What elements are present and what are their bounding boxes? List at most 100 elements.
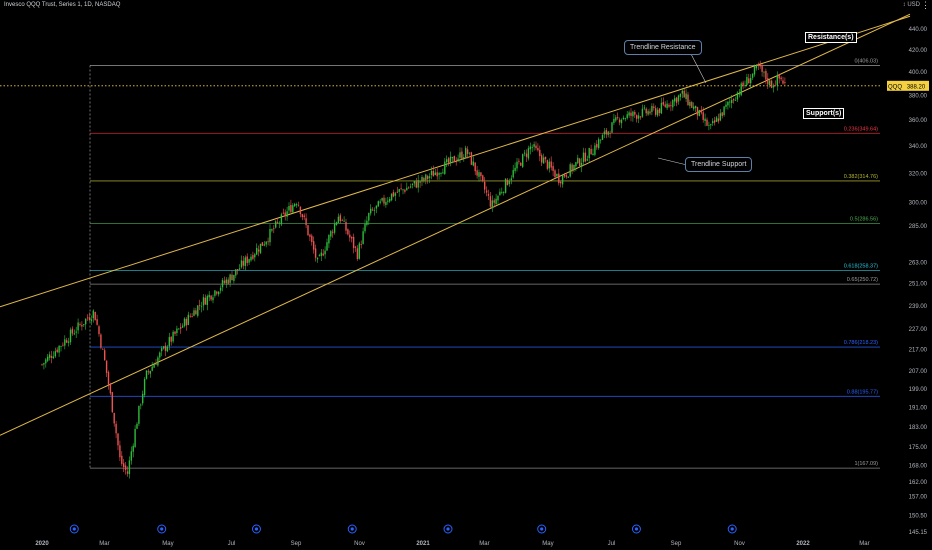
candle-body [495, 198, 497, 205]
x-tick-label: 2020 [35, 541, 49, 547]
candle-body [172, 331, 174, 342]
candle-body [784, 81, 786, 83]
candle-body [52, 356, 55, 359]
resistance-label: Resistance(s) [805, 32, 857, 43]
event-marker-dot [446, 527, 450, 531]
candle-body [362, 231, 364, 244]
y-tick-label: 227.00 [909, 327, 928, 333]
candle-body [470, 152, 473, 165]
time-axis: 2020 Mar May Jul Sep Nov 2021 Mar May Jul Sep Nov 20… [35, 541, 869, 547]
candle-body [233, 274, 235, 281]
candle-body [381, 198, 383, 201]
candle-body [66, 340, 68, 343]
candle-body [746, 77, 748, 86]
candle-body [368, 213, 370, 221]
candle-body [242, 260, 245, 266]
candle-body [427, 176, 429, 180]
candle-body [330, 231, 332, 237]
candle-body [432, 170, 435, 177]
trendline-resistance-callout: Trendline Resistance [624, 40, 702, 55]
candle-body [531, 147, 533, 148]
candle-body [195, 310, 197, 315]
candle-body [100, 334, 102, 348]
candle-body [689, 101, 691, 106]
candle-body [276, 222, 279, 223]
candle-body [438, 172, 440, 175]
candle-body [577, 157, 579, 164]
candle-body [295, 204, 298, 206]
event-marker-icon [727, 524, 737, 534]
candle-body [387, 200, 389, 202]
candle-body [501, 192, 503, 194]
fib-label: 0.5(286.56) [850, 216, 878, 222]
candle-body [776, 75, 778, 86]
y-tick-label: 320.00 [909, 171, 928, 177]
candle-body [579, 158, 581, 167]
candle-body [225, 279, 227, 284]
candle-body [168, 337, 170, 347]
candle-body [390, 193, 393, 201]
candle-body [45, 359, 47, 364]
candle-body [449, 156, 452, 164]
candle-body [58, 345, 60, 353]
candle-body [732, 99, 735, 101]
fib-label: 0.88(195.77) [847, 389, 878, 395]
candle-body [518, 160, 520, 162]
candle-body [535, 145, 537, 149]
candle-body [81, 324, 83, 327]
x-tick-label: Sep [671, 541, 682, 547]
candle-body [748, 78, 750, 84]
candle-body [615, 117, 617, 121]
candle-body [208, 294, 210, 298]
candle-body [43, 363, 45, 365]
candle-body [73, 333, 75, 335]
candle-body [685, 93, 687, 100]
candle-body [48, 354, 51, 358]
candle-body [738, 93, 740, 95]
candle-body [149, 370, 151, 374]
candle-body [297, 205, 300, 207]
candle-body [609, 133, 611, 134]
candle-body [529, 146, 531, 150]
candle-body [305, 218, 307, 226]
candle-body [257, 249, 260, 252]
candle-body [335, 222, 338, 225]
candle-body [193, 310, 195, 316]
candle-body [370, 208, 372, 214]
candle-body [455, 161, 457, 163]
candle-body [715, 117, 718, 122]
candle-body [200, 306, 203, 308]
candle-body [75, 331, 77, 333]
candle-body [235, 269, 237, 276]
fib-label: 0.786(218.23) [844, 340, 878, 346]
y-tick-label: 380.00 [909, 93, 928, 99]
y-tick-label: 285.00 [909, 224, 928, 230]
candle-body [417, 180, 419, 188]
candle-body [482, 175, 484, 182]
candle-body [153, 364, 155, 368]
candle-body [356, 248, 359, 259]
candle-body [567, 176, 569, 178]
candle-body [83, 324, 85, 325]
candle-body [96, 319, 98, 325]
candle-body [639, 116, 642, 118]
candle-body [157, 357, 159, 366]
candle-body [333, 223, 336, 233]
candle-body [628, 112, 630, 116]
price-axis: 440.00 420.00 400.00 380.00 360.00 340.00 320.… [887, 2, 929, 536]
candle-body [130, 451, 132, 461]
candle-body [717, 118, 720, 122]
candle-body [90, 319, 93, 322]
fib-label: 0(406.03) [854, 58, 878, 64]
more-vertical-icon[interactable]: ⋮ [921, 0, 930, 10]
candle-body [145, 370, 148, 379]
event-marker-icon [69, 524, 79, 534]
candle-body [491, 200, 493, 208]
candle-body [444, 161, 446, 174]
candle-body [552, 166, 554, 171]
candle-body [761, 64, 763, 72]
candle-body [691, 102, 693, 108]
candle-body [377, 201, 379, 207]
candle-body [181, 325, 184, 328]
